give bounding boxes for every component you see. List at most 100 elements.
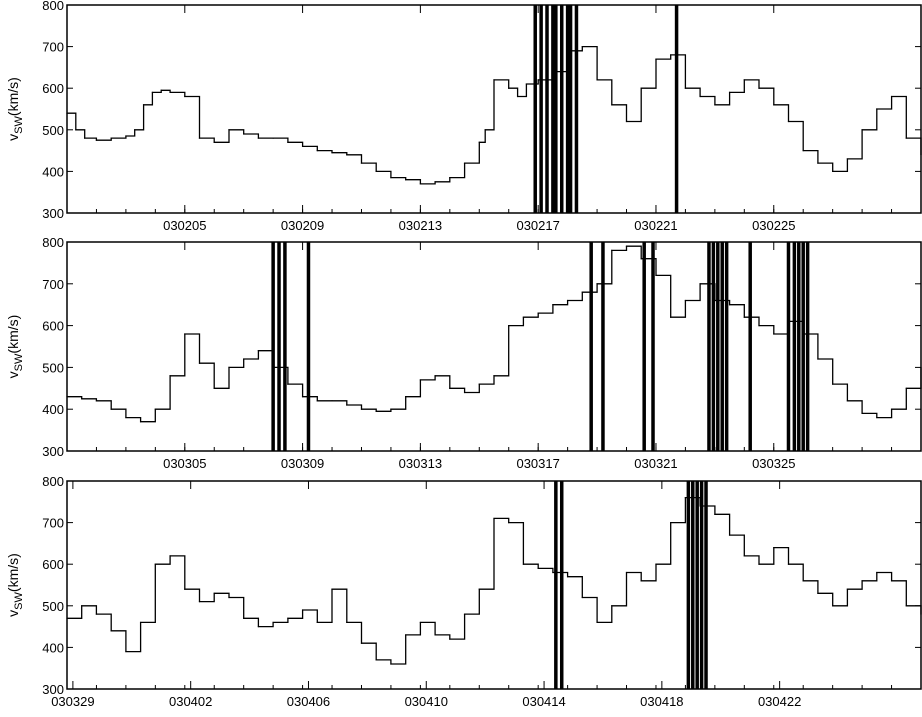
series-point <box>419 379 421 381</box>
y-tick-label: 700 <box>42 277 64 292</box>
y-tick-label: 400 <box>42 402 64 417</box>
series-point <box>699 505 701 507</box>
series-point <box>699 283 701 285</box>
series-point <box>596 79 598 81</box>
series-point <box>640 580 642 582</box>
plot-frame <box>66 4 922 214</box>
series-point <box>449 177 451 179</box>
series-point <box>743 79 745 81</box>
series-point <box>449 387 451 389</box>
x-tick-label: 030422 <box>758 694 801 709</box>
series-point <box>272 366 274 368</box>
series-point <box>316 621 318 624</box>
y-axis-label-main: v <box>5 371 21 378</box>
x-tick-label: 030410 <box>405 694 448 709</box>
series-point <box>773 546 775 549</box>
panel-feb-2003: 300 400 500 600 700 800 030205 030209 030213 0302… <box>5 0 922 233</box>
y-tick-label: 300 <box>42 206 64 221</box>
series-point <box>537 79 539 81</box>
series-point <box>640 87 642 89</box>
series-point <box>567 299 569 302</box>
series-point <box>802 333 804 335</box>
series-point <box>66 396 68 398</box>
series-point <box>787 320 790 323</box>
series-point <box>463 162 466 164</box>
series-point <box>714 104 716 106</box>
series-point <box>390 408 392 410</box>
series-point <box>419 183 421 185</box>
series-point <box>537 312 539 314</box>
series-point <box>213 141 215 143</box>
series-point <box>213 387 215 389</box>
series-point <box>670 522 672 524</box>
series-point <box>493 79 495 81</box>
series-point <box>95 139 98 141</box>
series-point <box>537 567 539 569</box>
series-point <box>655 563 657 565</box>
series-point <box>525 83 527 85</box>
series-point <box>287 141 289 143</box>
series-point <box>125 650 127 653</box>
x-tick-label: 030309 <box>281 456 324 471</box>
series-point <box>787 563 790 565</box>
series-point <box>81 605 83 607</box>
y-tick-label: 600 <box>42 81 64 96</box>
series-point <box>169 375 171 377</box>
series-point <box>75 129 77 131</box>
series-point <box>581 596 583 599</box>
series-point <box>478 141 480 143</box>
series-point <box>802 580 804 582</box>
series-point <box>360 642 363 644</box>
series-point <box>787 120 790 123</box>
x-tick-label: 030406 <box>287 694 330 709</box>
series-point <box>95 400 98 402</box>
panel-apr-2003: 300 400 500 600 700 800 030329 030402 030406 0304… <box>5 474 922 709</box>
series-point <box>861 580 863 582</box>
series-point <box>463 391 466 394</box>
series-point <box>596 621 598 624</box>
series-point <box>758 87 760 89</box>
series-point <box>213 592 215 594</box>
series-point <box>890 95 893 98</box>
series-point <box>670 54 672 56</box>
x-tick-label: 030213 <box>399 218 442 233</box>
x-tick-label: 030225 <box>752 218 795 233</box>
series-point <box>832 605 834 607</box>
series-point <box>670 316 672 318</box>
series-point <box>493 375 495 377</box>
y-tick-label: 500 <box>42 123 64 138</box>
series-point <box>728 91 731 93</box>
series-point <box>611 249 613 251</box>
series-point <box>817 162 819 164</box>
series-point <box>375 659 377 661</box>
series-point <box>301 396 304 398</box>
series-point <box>516 95 519 98</box>
series-point <box>846 158 848 160</box>
y-tick-label: 600 <box>42 557 64 572</box>
series-point <box>142 104 145 106</box>
series-point <box>287 383 289 385</box>
x-tick-label: 030305 <box>163 456 206 471</box>
series-point <box>301 609 304 611</box>
y-axis-label-main: v <box>5 610 21 617</box>
series-point <box>160 89 162 91</box>
x-tick-label: 030217 <box>516 218 559 233</box>
x-tick-label: 030325 <box>752 456 795 471</box>
series-line <box>67 245 922 423</box>
series-point <box>552 571 554 574</box>
series-point <box>493 517 495 520</box>
series-point <box>625 571 628 574</box>
series-point <box>151 91 153 93</box>
series-point <box>184 95 186 98</box>
series-point <box>169 91 171 93</box>
series-point <box>390 663 392 665</box>
series-point <box>478 588 480 590</box>
series-point <box>522 563 525 565</box>
series-point <box>434 181 436 183</box>
y-tick-label: 400 <box>42 640 64 655</box>
series-point <box>773 104 775 106</box>
series-point <box>684 87 687 89</box>
series-point <box>243 133 245 135</box>
series-point <box>434 634 436 636</box>
series-point <box>390 177 392 179</box>
